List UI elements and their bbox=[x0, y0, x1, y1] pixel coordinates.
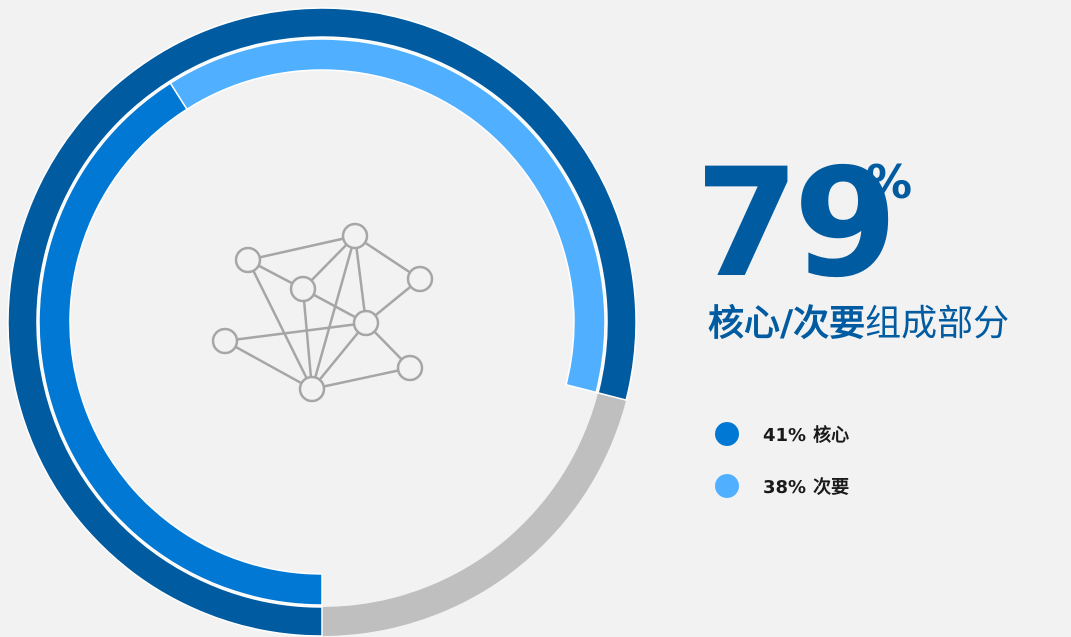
legend: 41% 核心 38% 次要 bbox=[715, 422, 849, 498]
legend-swatch bbox=[715, 422, 739, 446]
title-emphasis: 核心/次要 bbox=[708, 303, 865, 344]
total-arc bbox=[7, 7, 637, 637]
legend-swatch bbox=[715, 474, 739, 498]
title-rest: 组成部分 bbox=[865, 303, 1009, 344]
network-icon bbox=[211, 222, 434, 403]
legend-entry: 41% 核心 bbox=[763, 424, 849, 446]
total-unit: % bbox=[866, 155, 912, 209]
donut bbox=[7, 7, 637, 637]
legend-value: 38% bbox=[763, 477, 806, 498]
segment bbox=[169, 38, 606, 394]
legend-name: 核心 bbox=[813, 424, 849, 446]
legend-value: 41% bbox=[763, 425, 806, 446]
total-value: 79 bbox=[695, 137, 892, 311]
legend-name: 次要 bbox=[813, 476, 849, 498]
legend-entry: 38% 次要 bbox=[763, 476, 849, 498]
title: 核心/次要组成部分 bbox=[708, 303, 1009, 344]
